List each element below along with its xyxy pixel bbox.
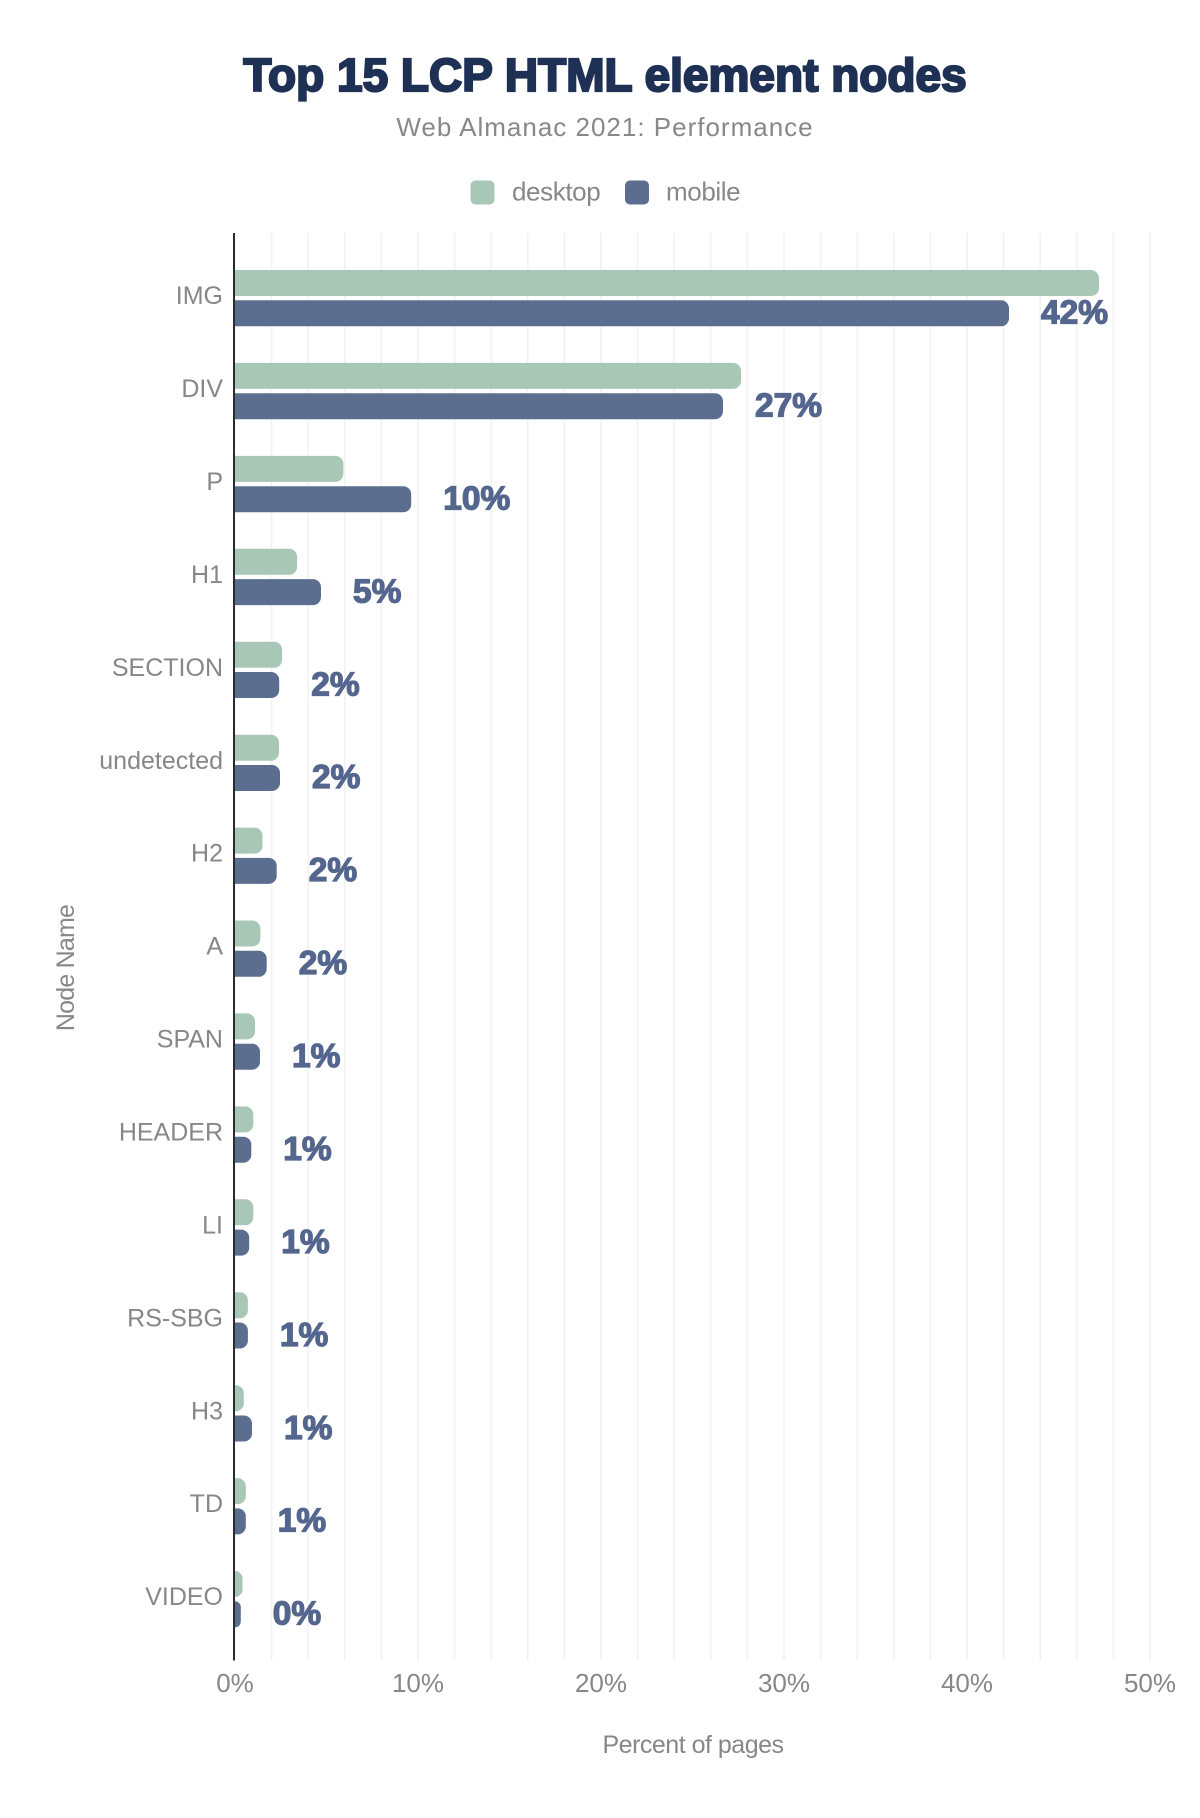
svg-text:1%: 1%	[292, 1038, 340, 1075]
svg-text:IMG: IMG	[176, 282, 223, 310]
svg-text:HEADER: HEADER	[119, 1119, 223, 1147]
svg-text:H3: H3	[191, 1397, 223, 1425]
svg-text:40%: 40%	[941, 1668, 993, 1698]
svg-text:LI: LI	[202, 1212, 223, 1240]
svg-text:Web Almanac 2021: Performance: Web Almanac 2021: Performance	[396, 112, 813, 142]
svg-text:SPAN: SPAN	[157, 1026, 223, 1054]
svg-text:1%: 1%	[283, 1131, 331, 1168]
svg-text:5%: 5%	[353, 573, 401, 610]
svg-text:H2: H2	[191, 840, 223, 868]
svg-text:0%: 0%	[216, 1668, 254, 1698]
svg-text:0%: 0%	[273, 1596, 321, 1633]
svg-text:A: A	[206, 933, 223, 961]
svg-text:1%: 1%	[281, 1224, 329, 1261]
svg-text:H1: H1	[191, 561, 223, 589]
svg-text:2%: 2%	[309, 852, 357, 889]
svg-text:20%: 20%	[575, 1668, 627, 1698]
svg-text:1%: 1%	[280, 1317, 328, 1354]
svg-text:2%: 2%	[311, 666, 359, 703]
svg-text:TD: TD	[190, 1490, 223, 1518]
svg-text:50%: 50%	[1124, 1668, 1176, 1698]
svg-text:VIDEO: VIDEO	[145, 1583, 223, 1611]
svg-text:undetected: undetected	[99, 747, 223, 775]
svg-text:2%: 2%	[312, 759, 360, 796]
svg-text:RS-SBG: RS-SBG	[127, 1304, 223, 1332]
svg-text:10%: 10%	[392, 1668, 444, 1698]
svg-text:Top 15 LCP HTML element nodes: Top 15 LCP HTML element nodes	[243, 49, 966, 101]
svg-text:DIV: DIV	[181, 375, 223, 403]
svg-text:30%: 30%	[758, 1668, 810, 1698]
svg-text:42%: 42%	[1041, 295, 1108, 332]
svg-text:1%: 1%	[278, 1503, 326, 1540]
svg-text:Node Name: Node Name	[52, 905, 80, 1031]
svg-text:1%: 1%	[284, 1410, 332, 1447]
svg-text:SECTION: SECTION	[112, 654, 223, 682]
svg-text:2%: 2%	[299, 945, 347, 982]
svg-text:mobile: mobile	[666, 177, 740, 207]
svg-text:P: P	[206, 468, 223, 496]
svg-text:desktop: desktop	[512, 177, 600, 207]
svg-text:27%: 27%	[755, 388, 822, 425]
svg-text:Percent of pages: Percent of pages	[602, 1731, 783, 1759]
svg-text:10%: 10%	[443, 481, 510, 518]
